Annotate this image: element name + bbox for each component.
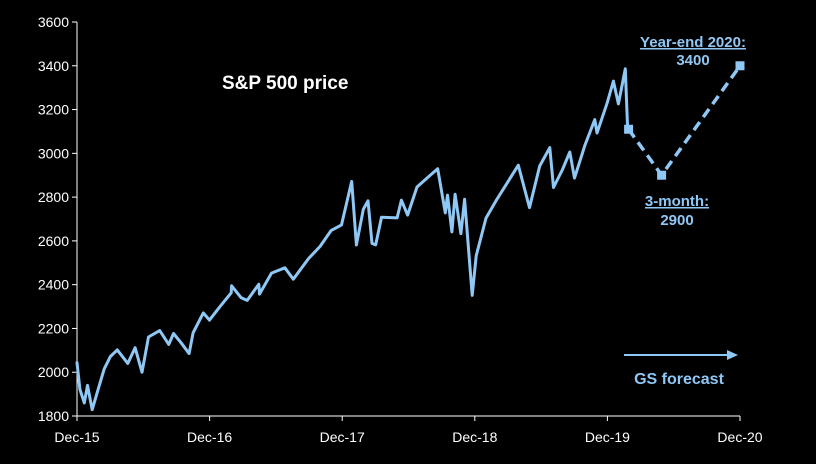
y-tick-label: 3400	[38, 58, 69, 74]
y-tick-label: 2200	[38, 320, 69, 336]
three-month-value: 2900	[660, 212, 693, 229]
y-tick-label: 2800	[38, 189, 69, 205]
series-layer	[75, 61, 745, 412]
year-end-value: 3400	[676, 52, 709, 69]
three-month-label: 3-month:	[645, 193, 709, 210]
y-tick-label: 2000	[38, 364, 69, 380]
price-line	[75, 67, 631, 412]
year-end-label: Year-end 2020:	[640, 34, 746, 51]
x-tick-label: Dec-18	[452, 429, 497, 445]
y-tick-label: 1800	[38, 408, 69, 424]
x-tick-label: Dec-15	[54, 429, 99, 445]
forecast-marker	[735, 61, 745, 71]
x-tick-label: Dec-16	[187, 429, 232, 445]
x-tick-label: Dec-17	[320, 429, 365, 445]
y-tick-label: 2400	[38, 277, 69, 293]
chart-title: S&P 500 price	[222, 73, 348, 94]
forecast-arrow-head	[727, 350, 738, 360]
y-tick-label: 2600	[38, 233, 69, 249]
annotations: Year-end 2020: 3400 3-month: 2900 GS for…	[624, 34, 746, 388]
y-tick-label: 3000	[38, 145, 69, 161]
forecast-marker	[624, 124, 634, 134]
forecast-label: GS forecast	[634, 371, 724, 388]
x-tick-label: Dec-19	[585, 429, 630, 445]
forecast-marker	[657, 170, 667, 180]
x-tick-label: Dec-20	[717, 429, 762, 445]
y-tick-label: 3200	[38, 102, 69, 118]
y-tick-labels: 1800 2000 2200 2400 2600 2800 3000 3200 3400 3600	[38, 14, 69, 424]
x-tick-labels: Dec-15 Dec-16 Dec-17 Dec-18 Dec-19 Dec-20	[54, 429, 762, 445]
y-tick-label: 3600	[38, 14, 69, 30]
axes	[72, 21, 741, 421]
